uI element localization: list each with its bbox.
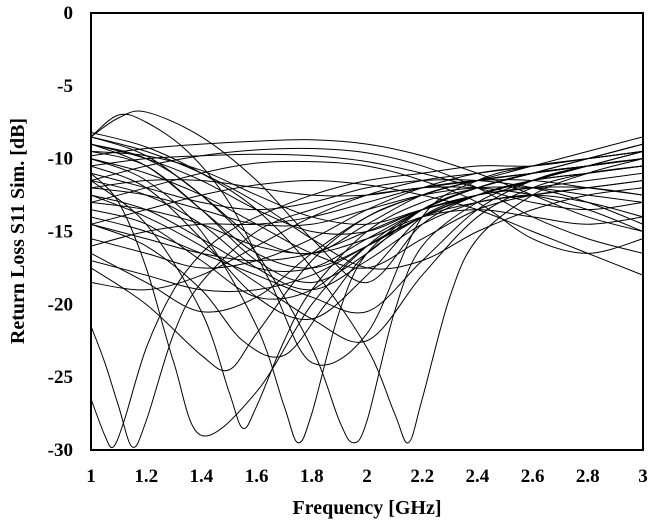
y-tick-label: 0: [64, 3, 74, 24]
x-tick-label: 2.4: [466, 466, 490, 487]
x-tick-label: 1.6: [245, 466, 269, 487]
series-line-4: [91, 113, 643, 366]
x-tick-label: 2.8: [576, 466, 600, 487]
series-line-20: [91, 160, 643, 254]
x-tick-label: 1.4: [190, 466, 214, 487]
y-tick-label: -5: [57, 76, 73, 97]
series-line-30: [91, 158, 643, 269]
series-line-12: [91, 158, 643, 448]
series-line-15: [91, 158, 643, 444]
x-tick-label: 3: [638, 466, 648, 487]
series-line-29: [91, 165, 643, 343]
x-tick-label: 1.2: [134, 466, 158, 487]
y-tick-labels: 0 -5 -10 -15 -20 -25 -30: [48, 3, 73, 461]
series-line-39: [91, 165, 643, 293]
series-line-28: [91, 158, 643, 314]
y-tick-label: -20: [48, 294, 73, 315]
x-tick-label: 1.8: [300, 466, 324, 487]
y-tick-label: -15: [48, 222, 73, 243]
series-line-37: [91, 186, 643, 262]
series-line-38: [91, 179, 643, 232]
series-line-25: [91, 172, 643, 225]
x-tick-labels: 1 1.2 1.4 1.6 1.8 2 2.2 2.4 2.6 2.8 3: [86, 466, 648, 487]
series-line-19: [91, 147, 643, 254]
series-line-16: [91, 143, 643, 444]
series-line-33: [91, 201, 643, 255]
y-tick-label: -10: [48, 149, 73, 170]
x-tick-label: 2.6: [521, 466, 545, 487]
series-line-35: [91, 180, 643, 291]
y-axis-label: Return Loss S11 Sim. [dB]: [7, 118, 29, 344]
x-tick-label: 2: [362, 466, 372, 487]
series-line-18: [91, 139, 643, 232]
x-tick-label: 2.2: [410, 466, 434, 487]
series-layer: [91, 110, 643, 449]
series-line-14: [91, 158, 643, 430]
series-line-17: [91, 131, 643, 444]
series-line-5: [91, 110, 643, 283]
series-line-13: [91, 158, 643, 437]
series-line-22: [91, 153, 643, 211]
y-tick-label: -30: [48, 440, 73, 461]
series-line-31: [91, 136, 643, 270]
series-line-32: [91, 143, 643, 235]
series-line-11: [91, 150, 643, 449]
plot-frame: [90, 12, 644, 451]
x-tick-label: 1: [86, 466, 96, 487]
series-line-34: [91, 179, 643, 247]
x-axis-label: Frequency [GHz]: [292, 497, 441, 519]
y-tick-label: -25: [48, 367, 73, 388]
